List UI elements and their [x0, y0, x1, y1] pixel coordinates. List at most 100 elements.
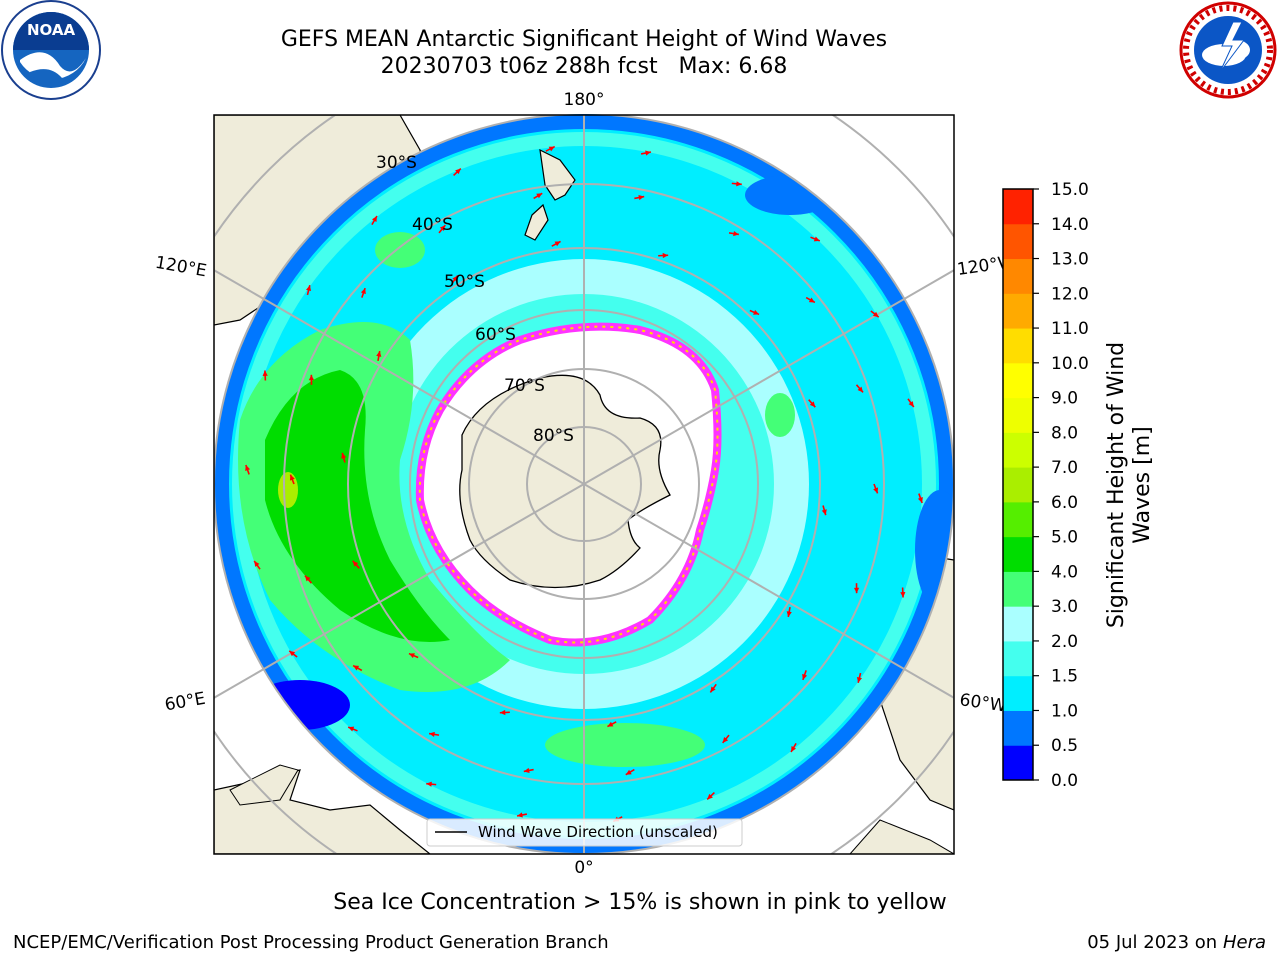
sea-ice-caption: Sea Ice Concentration > 15% is shown in …	[333, 890, 947, 915]
wind-wave-arrow-head	[710, 686, 716, 693]
colorbar-tick-label: 3.0	[1051, 597, 1078, 617]
wind-wave-arrow-head	[802, 673, 808, 680]
lon-label-0: 0°	[574, 858, 593, 878]
madagascar-land	[229, 764, 299, 806]
legend-label: Wind Wave Direction (unscaled)	[478, 823, 718, 841]
colorbar-tick-label: 1.0	[1051, 701, 1078, 721]
lat-label-80s: 80°S	[533, 426, 574, 446]
wind-wave-arrow-head	[353, 665, 360, 671]
colorbar-segment	[1003, 223, 1033, 260]
colorbar-tick-label: 9.0	[1051, 389, 1078, 409]
wind-wave-arrow-head	[289, 474, 295, 481]
wind-wave-arrow-head	[304, 575, 311, 582]
colorbar-tick-label: 6.0	[1051, 493, 1078, 513]
wind-wave-arrow-head	[813, 236, 820, 242]
wind-wave-arrow-head	[408, 653, 415, 659]
wind-wave-arrow-head	[638, 194, 645, 201]
colorbar-tick-label: 11.0	[1051, 319, 1089, 339]
colorbar-segment	[1003, 640, 1033, 677]
wind-wave-arrow-head	[306, 285, 312, 292]
wind-wave-arrow-head	[809, 401, 816, 408]
wind-wave-arrow-head	[455, 168, 461, 175]
colorbar-label-line1: Significant Height of Wind	[1104, 341, 1129, 629]
wind-wave-arrow-head	[821, 509, 827, 516]
wind-wave-arrow-head	[736, 181, 742, 187]
lon-label-60w: 60°W	[958, 690, 1007, 716]
colorbar-segment	[1003, 571, 1033, 607]
colorbar: 0.0 0.5 1.0 1.5 2.0 3.0 4.0 5.0 6.0 7.0 8.0 9.0 10.0…	[1002, 180, 1089, 791]
wind-wave-arrow-head	[426, 781, 432, 787]
wind-wave-arrow-head	[856, 676, 862, 683]
lon-label-180: 180°	[564, 90, 605, 110]
wind-wave-arrow-head	[857, 386, 864, 393]
colorbar-segment	[1003, 501, 1033, 538]
footer-machine: Hera	[1222, 932, 1266, 953]
colorbar-segment	[1003, 745, 1033, 781]
colorbar-tick-label: 1.5	[1051, 667, 1078, 687]
wind-wave-arrow-head	[523, 767, 530, 774]
colorbar-segment	[1003, 328, 1033, 364]
wind-wave-arrow-head	[607, 721, 614, 727]
footer-organization: NCEP/EMC/Verification Post Processing Pr…	[13, 932, 609, 953]
wind-wave-arrows	[245, 145, 923, 823]
map-legend: Wind Wave Direction (unscaled)	[426, 818, 743, 847]
colorbar-segment	[1003, 606, 1033, 642]
colorbar-segment	[1003, 467, 1033, 503]
colorbar-tick-label: 5.0	[1051, 528, 1078, 548]
wind-wave-arrow-head	[376, 351, 382, 357]
wind-wave-arrow-head	[791, 746, 797, 753]
wind-wave-arrow-head	[662, 252, 669, 259]
graticule	[214, 115, 954, 854]
wind-wave-arrow-head	[917, 497, 923, 504]
wind-wave-arrow-head	[733, 231, 739, 237]
colorbar-tick-label: 13.0	[1051, 250, 1089, 270]
wind-wave-arrow-head	[900, 591, 906, 598]
colorbar-segment	[1003, 397, 1033, 433]
wind-wave-arrow-head	[808, 297, 815, 303]
wind-wave-arrow-head	[853, 587, 860, 594]
wind-wave-arrow-head	[262, 370, 268, 377]
noaa-logo: NOAA	[1, 0, 101, 100]
colorbar-tick-label: 0.5	[1051, 736, 1078, 756]
lon-label-120e: 120°E	[154, 253, 208, 282]
wind-wave-arrow-head	[289, 650, 296, 657]
colorbar-tick-label: 8.0	[1051, 423, 1078, 443]
lon-label-60e: 60°E	[163, 689, 207, 716]
noaa-logo-text: NOAA	[27, 21, 76, 39]
lat-label-70s: 70°S	[504, 376, 545, 396]
wind-wave-arrow-head	[352, 560, 359, 567]
south-america-tip-land	[849, 819, 954, 854]
colorbar-tick-label: 15.0	[1051, 180, 1089, 200]
chart-subtitle: 20230703 t06z 288h fcst Max: 6.68	[380, 54, 788, 79]
nws-logo	[1179, 1, 1277, 99]
wind-wave-arrow-head	[499, 709, 506, 716]
wind-wave-arrow-head	[308, 374, 315, 381]
wind-wave-arrow-head	[625, 769, 632, 775]
wind-wave-arrow-head	[872, 311, 879, 318]
colorbar-segment	[1003, 293, 1033, 329]
wind-wave-arrow-head	[452, 275, 458, 282]
colorbar-segment	[1003, 675, 1033, 711]
colorbar-segment	[1003, 710, 1033, 746]
colorbar-segment	[1003, 189, 1033, 225]
colorbar-segment	[1003, 258, 1033, 294]
wind-wave-arrow-head	[645, 150, 651, 156]
colorbar-segment	[1003, 536, 1033, 572]
colorbar-label-line2: Waves [m]	[1130, 426, 1155, 544]
wind-wave-arrow-head	[753, 309, 760, 315]
wind-wave-arrow-head	[548, 146, 555, 152]
wind-wave-arrow-head	[554, 241, 561, 247]
lat-label-40s: 40°S	[412, 215, 453, 235]
colorbar-tick-label: 12.0	[1051, 284, 1089, 304]
wind-wave-arrow-head	[707, 793, 713, 800]
colorbar-tick-label: 7.0	[1051, 458, 1078, 478]
colorbar-segment	[1003, 362, 1033, 399]
wind-wave-arrow-head	[439, 225, 446, 231]
colorbar-segment	[1003, 432, 1033, 468]
wind-wave-arrow-head	[517, 812, 523, 818]
wind-wave-arrow-head	[254, 561, 260, 567]
wind-wave-arrow-head	[371, 215, 377, 222]
wind-wave-arrow-head	[908, 401, 914, 407]
wind-wave-arrow-head	[536, 193, 543, 199]
